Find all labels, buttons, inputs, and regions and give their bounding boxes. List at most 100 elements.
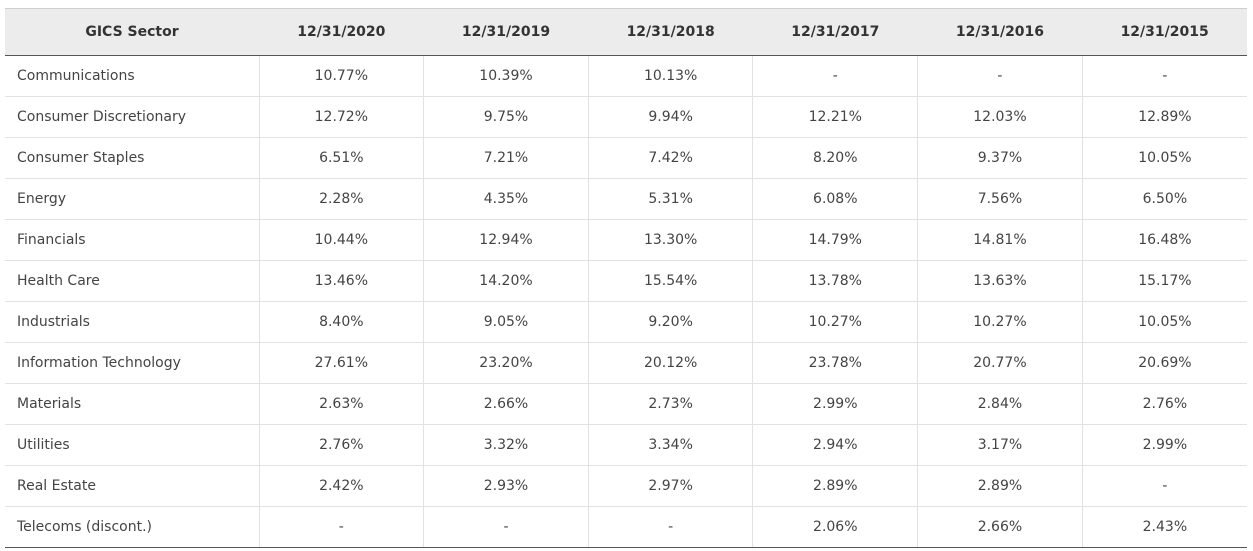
weight-cell: 7.42%: [587, 137, 753, 179]
sector-name: Health Care: [5, 260, 259, 302]
table-row: Industrials 8.40% 9.05% 9.20% 10.27% 10.27% 10…: [5, 301, 1247, 343]
weight-cell: 12.89%: [1081, 96, 1247, 138]
weight-cell: 6.51%: [258, 137, 424, 179]
weight-cell: 13.78%: [752, 260, 918, 302]
header-row: GICS Sector 12/31/2020 12/31/2019 12/31/201…: [5, 8, 1247, 56]
weight-cell: 15.17%: [1081, 260, 1247, 302]
weight-cell: 9.94%: [587, 96, 753, 138]
weight-cell: 2.66%: [423, 383, 589, 425]
table-row: Consumer Staples 6.51% 7.21% 7.42% 8.20% 9.37…: [5, 137, 1247, 179]
weight-cell: -: [587, 506, 753, 548]
weight-cell: 8.40%: [258, 301, 424, 343]
weight-cell: 2.28%: [258, 178, 424, 220]
weight-cell: 14.79%: [752, 219, 918, 261]
header-cell: GICS Sector: [5, 8, 259, 56]
weight-cell: 2.06%: [752, 506, 918, 548]
weight-cell: 9.05%: [423, 301, 589, 343]
sector-name: Energy: [5, 178, 259, 220]
weight-cell: 2.84%: [917, 383, 1083, 425]
table-row: Information Technology 27.61% 23.20% 20.12%…: [5, 342, 1247, 384]
table-row: Financials 10.44% 12.94% 13.30% 14.79% 14.81%…: [5, 219, 1247, 261]
weight-cell: 2.63%: [258, 383, 424, 425]
header-cell: 12/31/2017: [752, 8, 918, 56]
weight-cell: -: [917, 55, 1083, 97]
table-row: Real Estate 2.42% 2.93% 2.97% 2.89% 2.89% -: [5, 465, 1247, 507]
sector-table: GICS Sector 12/31/2020 12/31/2019 12/31/201…: [5, 8, 1247, 548]
weight-cell: -: [1081, 55, 1247, 97]
weight-cell: 2.73%: [587, 383, 753, 425]
weight-cell: 15.54%: [587, 260, 753, 302]
sector-name: Utilities: [5, 424, 259, 466]
weight-cell: 2.89%: [752, 465, 918, 507]
weight-cell: 12.94%: [423, 219, 589, 261]
sector-name: Communications: [5, 55, 259, 97]
weight-cell: 20.12%: [587, 342, 753, 384]
table-row: Utilities 2.76% 3.32% 3.34% 2.94% 3.17% 2.99%: [5, 424, 1247, 466]
weight-cell: 10.44%: [258, 219, 424, 261]
weight-cell: 12.72%: [258, 96, 424, 138]
weight-cell: 7.21%: [423, 137, 589, 179]
sector-name: Information Technology: [5, 342, 259, 384]
sector-name: Consumer Discretionary: [5, 96, 259, 138]
weight-cell: 23.78%: [752, 342, 918, 384]
weight-cell: 20.69%: [1081, 342, 1247, 384]
weight-cell: 6.50%: [1081, 178, 1247, 220]
weight-cell: 9.20%: [587, 301, 753, 343]
weight-cell: 2.43%: [1081, 506, 1247, 548]
weight-cell: 2.76%: [1081, 383, 1247, 425]
header-cell: 12/31/2015: [1082, 8, 1247, 56]
weight-cell: 14.20%: [423, 260, 589, 302]
weight-cell: 2.93%: [423, 465, 589, 507]
weight-cell: 14.81%: [917, 219, 1083, 261]
weight-cell: 10.27%: [752, 301, 918, 343]
table-body: Communications 10.77% 10.39% 10.13% - - - Consu…: [5, 55, 1247, 548]
weight-cell: 10.27%: [917, 301, 1083, 343]
weight-cell: -: [752, 55, 918, 97]
weight-cell: -: [1081, 465, 1247, 507]
weight-cell: 10.39%: [423, 55, 589, 97]
weight-cell: 9.37%: [917, 137, 1083, 179]
weight-cell: 16.48%: [1081, 219, 1247, 261]
weight-cell: 20.77%: [917, 342, 1083, 384]
weight-cell: 2.99%: [752, 383, 918, 425]
weight-cell: 13.63%: [917, 260, 1083, 302]
weight-cell: 23.20%: [423, 342, 589, 384]
weight-cell: 8.20%: [752, 137, 918, 179]
weight-cell: 2.76%: [258, 424, 424, 466]
weight-cell: 10.77%: [258, 55, 424, 97]
weight-cell: 6.08%: [752, 178, 918, 220]
weight-cell: 3.32%: [423, 424, 589, 466]
weight-cell: 10.13%: [587, 55, 753, 97]
header-cell: 12/31/2020: [259, 8, 424, 56]
weight-cell: 4.35%: [423, 178, 589, 220]
weight-cell: 2.66%: [917, 506, 1083, 548]
table-row: Energy 2.28% 4.35% 5.31% 6.08% 7.56% 6.50%: [5, 178, 1247, 220]
weight-cell: 7.56%: [917, 178, 1083, 220]
weight-cell: -: [258, 506, 424, 548]
weight-cell: 2.97%: [587, 465, 753, 507]
sector-name: Industrials: [5, 301, 259, 343]
weight-cell: 12.03%: [917, 96, 1083, 138]
weight-cell: 10.05%: [1081, 301, 1247, 343]
weight-cell: 2.94%: [752, 424, 918, 466]
header-cell: 12/31/2019: [423, 8, 589, 56]
header-cell: 12/31/2016: [917, 8, 1083, 56]
weight-cell: -: [423, 506, 589, 548]
table-row: Telecoms (discont.) - - -2.06% 2.66% 2.43%: [5, 506, 1247, 548]
weight-cell: 27.61%: [258, 342, 424, 384]
table-row: Consumer Discretionary 12.72% 9.75% 9.94% 12…: [5, 96, 1247, 138]
weight-cell: 3.17%: [917, 424, 1083, 466]
weight-cell: 3.34%: [587, 424, 753, 466]
weight-cell: 2.99%: [1081, 424, 1247, 466]
weight-cell: 2.42%: [258, 465, 424, 507]
weight-cell: 2.89%: [917, 465, 1083, 507]
sector-name: Consumer Staples: [5, 137, 259, 179]
table-row: Materials 2.63% 2.66% 2.73% 2.99% 2.84% 2.76%: [5, 383, 1247, 425]
weight-cell: 5.31%: [587, 178, 753, 220]
header-cell: 12/31/2018: [588, 8, 753, 56]
weight-cell: 13.46%: [258, 260, 424, 302]
weight-cell: 10.05%: [1081, 137, 1247, 179]
table-row: Communications 10.77% 10.39% 10.13% - - -: [5, 55, 1247, 97]
